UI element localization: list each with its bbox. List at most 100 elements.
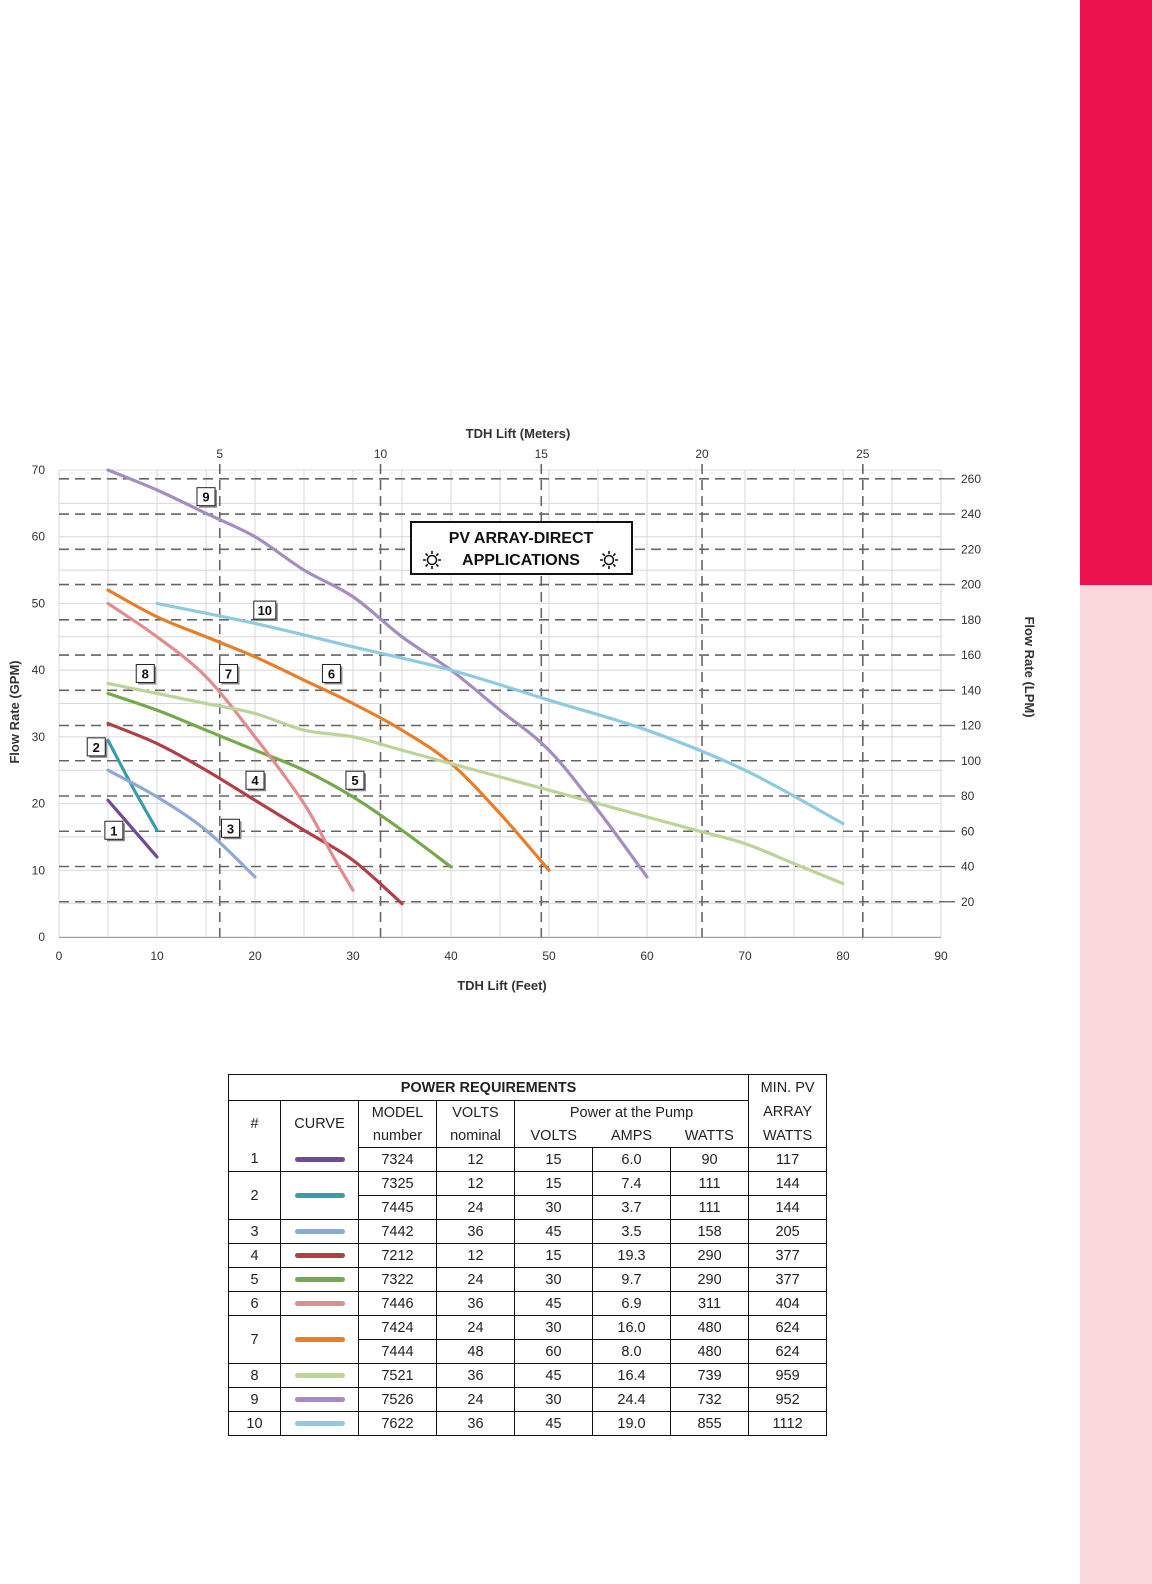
row-number: 6 [228, 1291, 281, 1316]
model-number: 7445 [358, 1195, 437, 1220]
y2-tick-label: 160 [961, 648, 981, 662]
volts-nominal: 36 [436, 1363, 515, 1388]
table-row: 5 7322 24 30 9.7 290 377 [228, 1267, 828, 1292]
min-pv-watts: 404 [748, 1291, 828, 1316]
min-pv-watts: 377 [748, 1243, 828, 1268]
label-box [221, 818, 240, 838]
col-header-power: AMPS [592, 1124, 671, 1148]
pump-volts: 30 [514, 1387, 593, 1412]
pump-volts: 60 [514, 1339, 593, 1364]
label-box [135, 663, 155, 683]
sun-icon [423, 551, 441, 569]
curve-swatch-cell [280, 1315, 359, 1364]
pv-box-line1: PV ARRAY-DIRECT [449, 530, 594, 547]
pump-amps: 8.0 [592, 1339, 671, 1364]
col-header-volts: nominal [436, 1124, 515, 1148]
row-number: 1 [228, 1147, 281, 1172]
volts-nominal: 24 [436, 1267, 515, 1292]
table-title: POWER REQUIREMENTS [227, 1074, 750, 1101]
min-pv-watts: 959 [748, 1363, 828, 1388]
curve-3-line [106, 768, 257, 879]
pump-amps: 16.4 [592, 1363, 671, 1388]
curve-swatch-cell [280, 1219, 359, 1244]
x-tick-label: 40 [444, 949, 458, 963]
y-tick-label: 30 [32, 730, 46, 744]
pump-volts: 15 [514, 1171, 593, 1196]
label-text: 8 [142, 666, 149, 681]
curve-swatch-cell [280, 1291, 359, 1316]
label-box [86, 737, 106, 757]
min-pv-watts: 117 [748, 1147, 828, 1172]
y-tick-label: 0 [38, 930, 45, 944]
table-row: 7444 48 60 8.0 480 624 [229, 1339, 828, 1364]
sidebar-accent-top [1080, 0, 1152, 585]
pump-watts: 158 [670, 1219, 749, 1244]
row-number: 8 [228, 1363, 281, 1388]
label-text: 3 [227, 821, 234, 836]
label-box [253, 600, 277, 620]
y2-tick-label: 200 [961, 578, 981, 592]
table-row: 6 7446 36 45 6.9 311 404 [228, 1291, 828, 1316]
volts-nominal: 24 [436, 1387, 515, 1412]
x-tick-label: 60 [640, 949, 654, 963]
min-pv-header: WATTS [748, 1124, 828, 1148]
curve-swatch-cell [280, 1267, 359, 1292]
col-header-power: WATTS [670, 1124, 749, 1148]
pump-amps: 16.0 [592, 1315, 671, 1340]
pump-amps: 3.7 [592, 1195, 671, 1220]
curve-7-line [106, 588, 551, 872]
x-tick-label: 30 [346, 949, 360, 963]
y2-tick-label: 180 [961, 613, 981, 627]
pump-watts: 111 [670, 1195, 749, 1220]
volts-nominal: 24 [436, 1195, 515, 1220]
table-row: 3 7442 36 45 3.5 158 205 [228, 1219, 828, 1244]
col-header-model: number [358, 1124, 437, 1148]
curve-2-label: 2 [86, 737, 108, 758]
curve-swatch-cell [280, 1147, 359, 1172]
x-tick-label: 10 [150, 949, 164, 963]
curve-8-label: 8 [135, 663, 157, 685]
row-number: 9 [228, 1387, 281, 1412]
col-header-curve: CURVE [280, 1100, 359, 1148]
label-text: 5 [351, 773, 358, 788]
pump-amps: 7.4 [592, 1171, 671, 1196]
y2-tick-label: 260 [961, 472, 981, 486]
curve-color-swatch [294, 1301, 345, 1307]
curve-10-label: 10 [253, 600, 278, 622]
pump-amps: 6.0 [592, 1147, 671, 1172]
pump-volts: 15 [514, 1243, 593, 1268]
table-row: 7 7424 24 30 16.0 480 624 [228, 1315, 828, 1364]
pump-amps: 6.9 [592, 1291, 671, 1316]
y-tick-label: 60 [32, 530, 46, 544]
sun-icon [600, 551, 618, 569]
pump-volts: 30 [514, 1267, 593, 1292]
pump-amps: 19.3 [592, 1243, 671, 1268]
curve-color-swatch [294, 1193, 345, 1199]
model-number: 7521 [358, 1363, 437, 1388]
pv-box-line2: APPLICATIONS [462, 552, 580, 569]
volts-nominal: 36 [436, 1219, 515, 1244]
curve-color-swatch [294, 1337, 345, 1343]
curve-9-label: 9 [196, 487, 217, 508]
curve-swatch-cell [280, 1387, 359, 1412]
x2-axis-title: TDH Lift (Meters) [466, 426, 571, 441]
table-row: 1 7324 12 15 6.0 90 117 [228, 1147, 828, 1172]
col-header-num: # [228, 1100, 281, 1148]
curve-color-swatch [294, 1397, 345, 1403]
y-tick-label: 50 [32, 596, 46, 610]
curve-4-label: 4 [245, 770, 266, 792]
model-number: 7622 [358, 1411, 437, 1436]
pv-array-direct-box: PV ARRAY-DIRECT APPLICATIONS [410, 521, 633, 575]
curve-swatch-cell [280, 1243, 359, 1268]
min-pv-watts: 205 [748, 1219, 828, 1244]
x-tick-label: 80 [836, 949, 850, 963]
sidebar-accent-bottom [1080, 585, 1152, 1584]
min-pv-watts: 144 [748, 1171, 828, 1196]
curve-4-line [106, 721, 404, 906]
model-number: 7322 [358, 1267, 437, 1292]
pump-watts: 480 [670, 1315, 749, 1340]
pump-watts: 90 [670, 1147, 749, 1172]
pump-amps: 19.0 [592, 1411, 671, 1436]
curve-8-line [106, 681, 845, 886]
model-number: 7324 [358, 1147, 437, 1172]
